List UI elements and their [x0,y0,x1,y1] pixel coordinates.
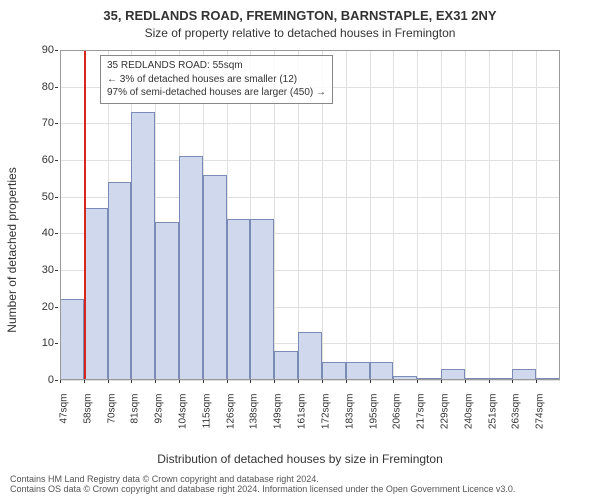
x-tick [417,380,418,383]
x-tick [536,380,537,383]
x-tick [179,380,180,383]
x-tick [393,380,394,383]
y-tick [55,307,58,308]
info-annotation-box: 35 REDLANDS ROAD: 55sqm ← 3% of detached… [100,55,333,104]
x-tick-label: 217sqm [416,394,427,454]
y-tick-label: 0 [14,374,54,386]
x-tick [512,380,513,383]
chart-title-sub: Size of property relative to detached ho… [0,26,600,40]
y-tick-label: 30 [14,264,54,276]
x-tick-label: 274sqm [535,394,546,454]
x-tick [131,380,132,383]
y-tick [55,50,58,51]
x-tick-label: 58sqm [82,394,93,454]
x-tick-label: 47sqm [59,394,70,454]
y-tick-label: 10 [14,337,54,349]
x-tick [155,380,156,383]
x-tick [441,380,442,383]
x-tick-label: 263sqm [511,394,522,454]
x-tick-label: 81sqm [130,394,141,454]
x-tick [203,380,204,383]
x-tick-label: 104sqm [178,394,189,454]
x-tick-label: 195sqm [368,394,379,454]
x-tick [346,380,347,383]
x-tick-label: 126sqm [225,394,236,454]
x-tick [489,380,490,383]
footer-line-2: Contains OS data © Crown copyright and d… [10,484,515,494]
x-tick-label: 138sqm [249,394,260,454]
x-tick-label: 229sqm [439,394,450,454]
x-tick [108,380,109,383]
x-tick [227,380,228,383]
y-tick [55,233,58,234]
y-tick-label: 40 [14,227,54,239]
x-tick-label: 70sqm [106,394,117,454]
chart-title-main: 35, REDLANDS ROAD, FREMINGTON, BARNSTAPL… [0,8,600,23]
x-tick [84,380,85,383]
y-tick-label: 70 [14,117,54,129]
y-tick [55,197,58,198]
info-line-3: 97% of semi-detached houses are larger (… [107,86,326,100]
footer-attribution: Contains HM Land Registry data © Crown c… [10,474,515,494]
x-tick [250,380,251,383]
y-tick-label: 80 [14,81,54,93]
x-tick-label: 240sqm [463,394,474,454]
y-tick-label: 20 [14,301,54,313]
x-tick [322,380,323,383]
x-axis-label: Distribution of detached houses by size … [0,452,600,466]
info-line-1: 35 REDLANDS ROAD: 55sqm [107,59,326,73]
y-tick [55,380,58,381]
y-tick [55,270,58,271]
info-line-2: ← 3% of detached houses are smaller (12) [107,73,326,87]
y-tick [55,123,58,124]
chart-container: 35, REDLANDS ROAD, FREMINGTON, BARNSTAPL… [0,0,600,500]
y-tick-label: 50 [14,191,54,203]
footer-line-1: Contains HM Land Registry data © Crown c… [10,474,515,484]
x-tick [60,380,61,383]
gridline-horizontal [60,380,560,381]
x-tick-label: 206sqm [392,394,403,454]
y-tick [55,87,58,88]
x-tick-label: 172sqm [320,394,331,454]
x-tick-label: 149sqm [273,394,284,454]
x-tick-label: 115sqm [201,394,212,454]
x-tick-label: 183sqm [344,394,355,454]
y-tick-label: 60 [14,154,54,166]
x-tick [370,380,371,383]
x-tick-label: 251sqm [487,394,498,454]
x-tick-label: 92sqm [154,394,165,454]
y-tick [55,160,58,161]
x-tick [274,380,275,383]
x-tick [298,380,299,383]
x-tick-label: 161sqm [297,394,308,454]
x-tick [465,380,466,383]
y-tick-label: 90 [14,44,54,56]
y-tick [55,343,58,344]
